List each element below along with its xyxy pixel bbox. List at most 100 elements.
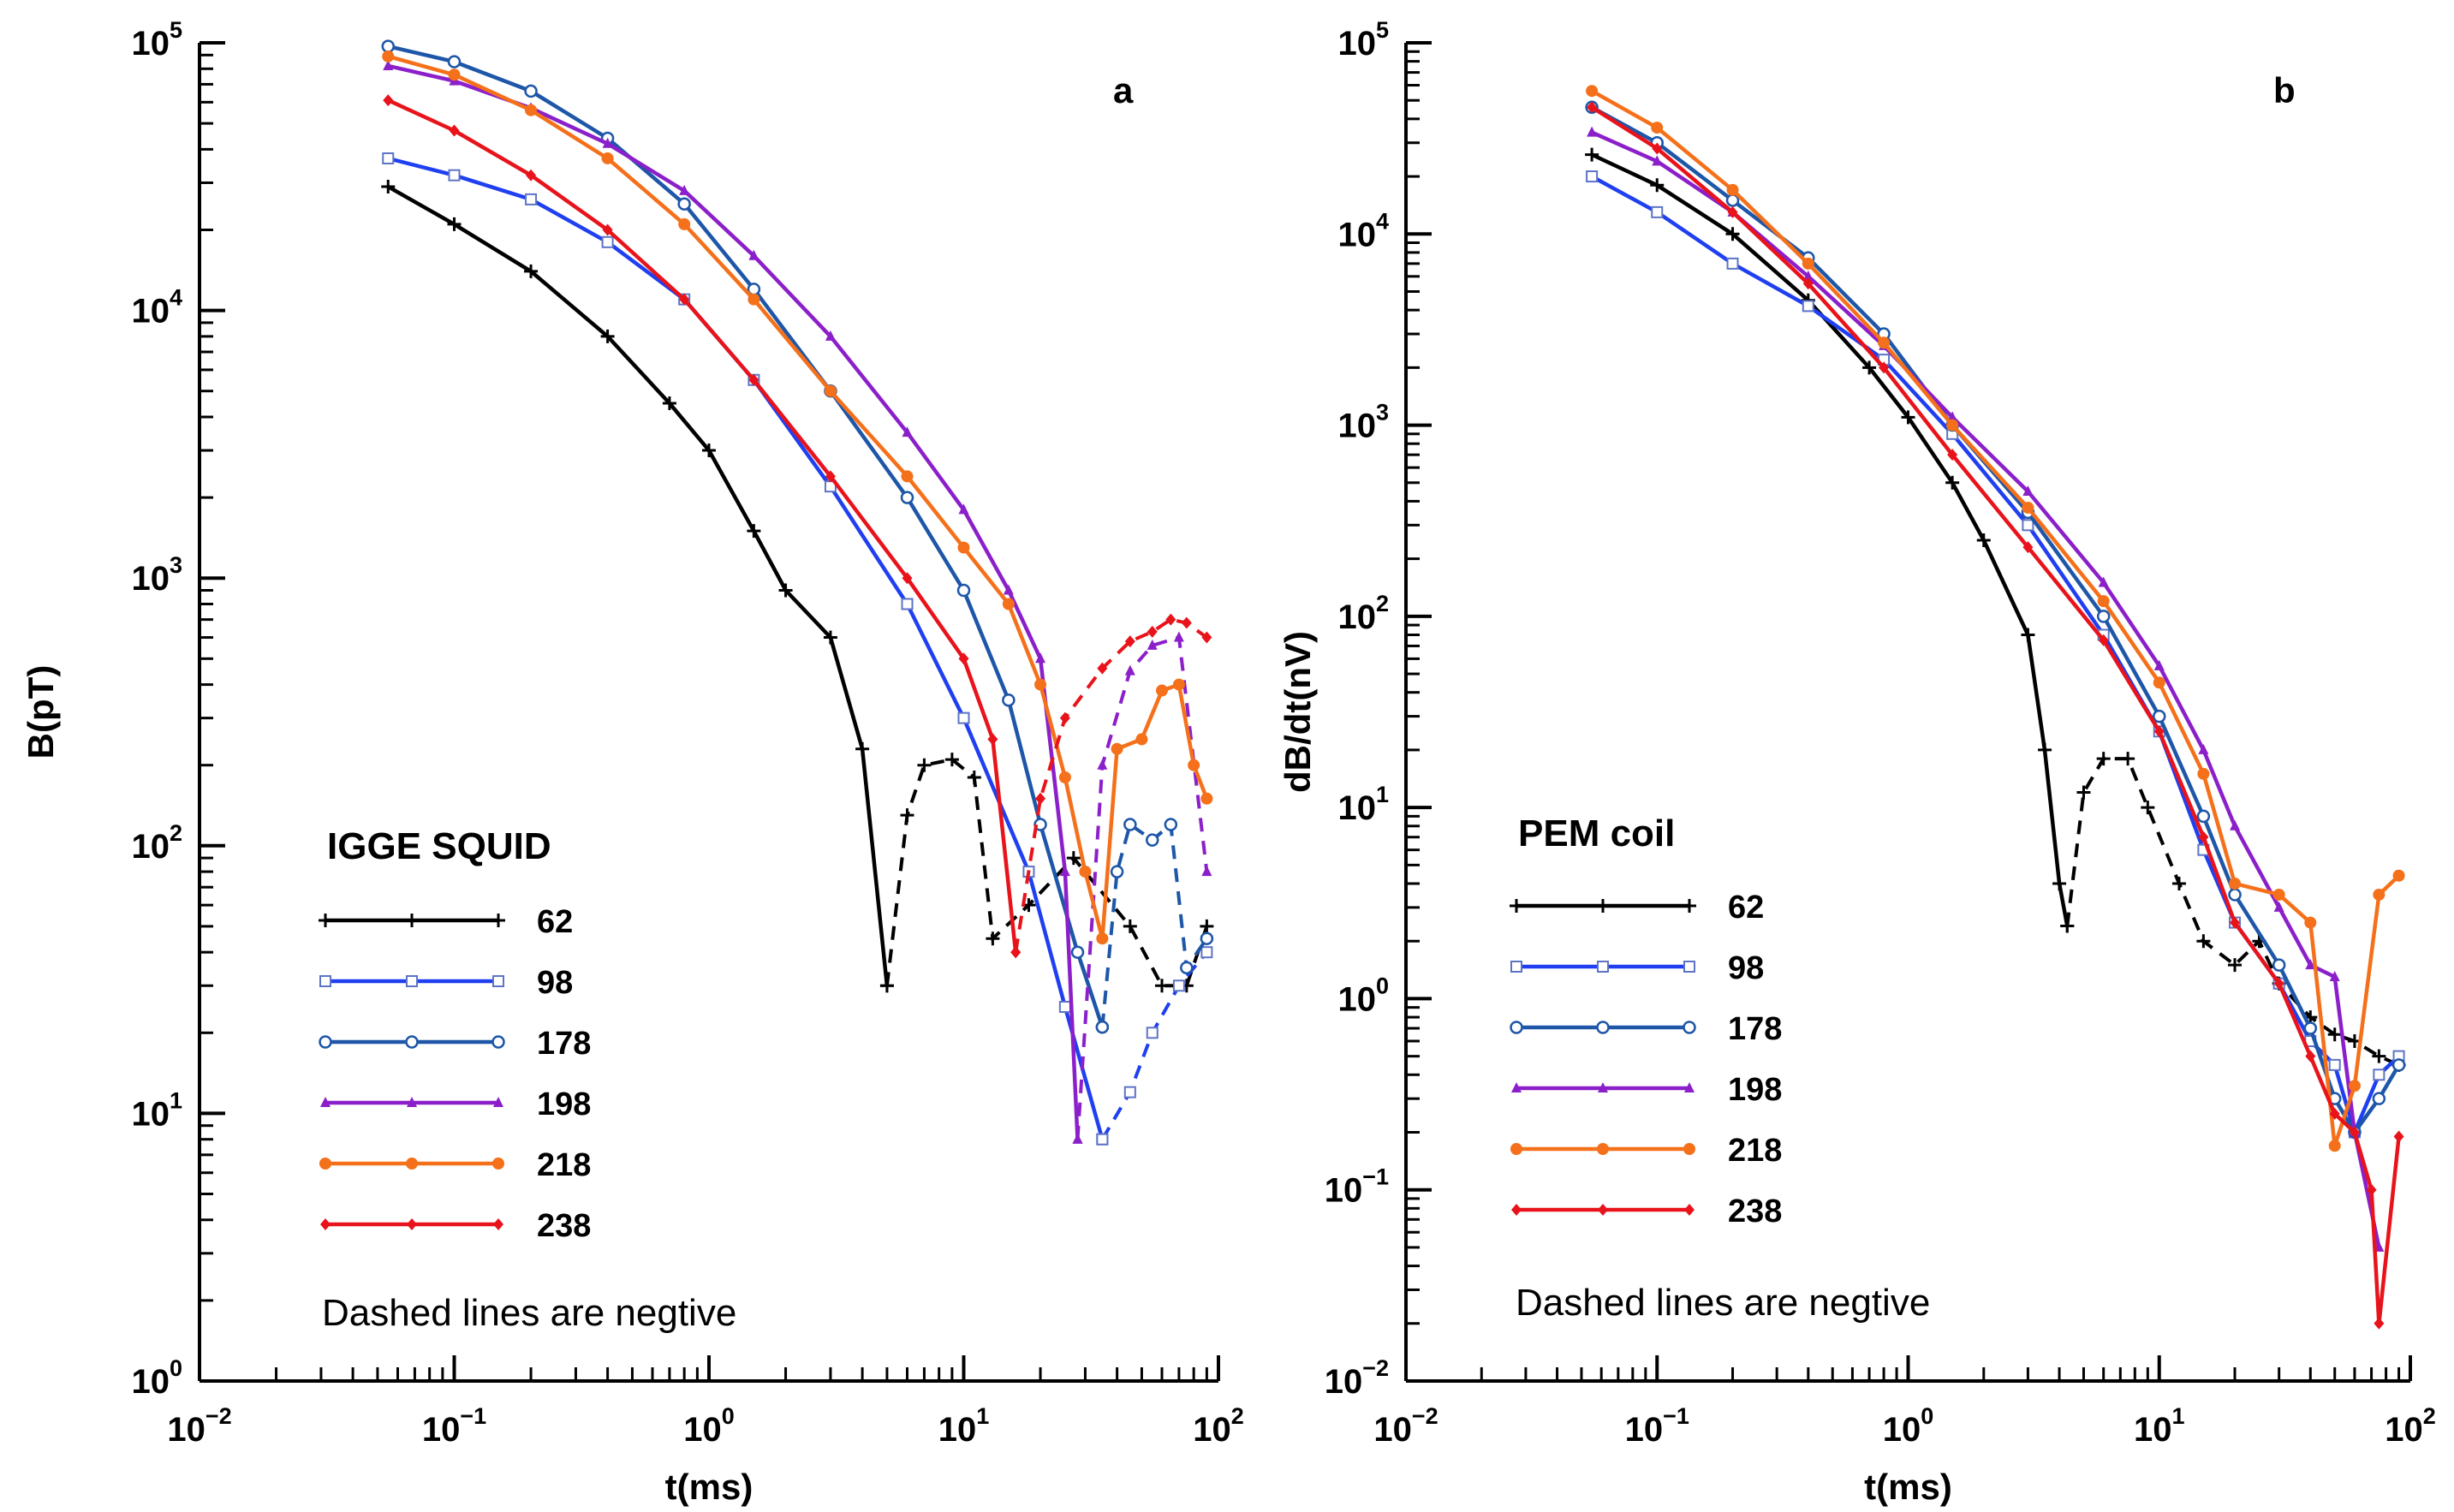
data-point [944, 753, 959, 767]
y-tick-label: 103 [131, 552, 182, 598]
data-point [2228, 888, 2242, 902]
data-point [900, 808, 914, 823]
chart-panel-b: 10−2 10−1 100 101 102 10−2 10−1 100 101 102 103 104… [1278, 17, 2436, 1507]
data-point [1650, 178, 1665, 193]
data-point [1802, 300, 1814, 313]
data-point [2228, 958, 2243, 973]
series-line [387, 63, 1080, 1140]
data-point [407, 1218, 417, 1230]
data-point [1597, 1143, 1609, 1155]
panel-label: a [1113, 70, 1134, 110]
data-point [1147, 625, 1158, 638]
data-point [406, 1158, 418, 1170]
data-point [2153, 659, 2165, 670]
data-point [1652, 142, 1663, 155]
data-point [491, 1035, 505, 1049]
data-point [2230, 916, 2241, 929]
data-point [1188, 759, 1200, 771]
data-point [2272, 888, 2285, 901]
data-point [900, 491, 914, 504]
data-point [381, 39, 396, 53]
data-point [1156, 684, 1168, 697]
legend-item-98: 98 [1510, 950, 1764, 986]
data-point [447, 55, 462, 68]
data-point [1802, 277, 1814, 290]
data-point [1652, 155, 1663, 166]
data-point [319, 914, 332, 927]
data-point [448, 169, 461, 182]
legend-item-218: 218 [319, 1147, 591, 1183]
data-point [1802, 257, 1814, 270]
data-point [2022, 485, 2034, 497]
data-point [2076, 785, 2091, 800]
data-point [1683, 1021, 1696, 1034]
data-point [967, 771, 981, 785]
data-point [1510, 961, 1522, 973]
data-point [1802, 270, 1814, 281]
y-tick-label: 10−2 [1325, 1355, 1389, 1401]
series-line [1591, 152, 2070, 926]
data-point [2098, 634, 2109, 646]
data-point [778, 583, 793, 598]
data-point [2328, 1140, 2341, 1152]
data-point [986, 932, 1000, 946]
legend-label: 178 [537, 1026, 591, 1062]
data-point [525, 104, 538, 116]
legend-item-198: 198 [1511, 1072, 1782, 1108]
data-point [901, 598, 914, 610]
data-point [493, 1097, 503, 1107]
series-line [387, 156, 1105, 1140]
legend-item-238: 238 [320, 1208, 591, 1244]
data-point [525, 193, 538, 205]
series-line-negative [1014, 617, 1208, 953]
data-point [405, 1035, 419, 1049]
data-point [1096, 932, 1109, 945]
data-point [2141, 801, 2155, 815]
data-point [2273, 977, 2284, 990]
data-point [2196, 934, 2211, 949]
data-point [602, 137, 613, 148]
series-238 [383, 94, 1212, 959]
data-point [2052, 877, 2067, 890]
y-tick-label: 105 [131, 17, 182, 63]
data-point [2327, 1027, 2342, 1042]
data-point [823, 630, 837, 645]
data-point [1035, 792, 1046, 805]
series-238 [1587, 101, 2404, 1330]
data-point [2121, 752, 2135, 766]
data-point [2153, 709, 2166, 723]
data-point [1058, 771, 1071, 784]
data-point [1947, 411, 1958, 422]
data-point [601, 235, 614, 248]
data-point [449, 124, 460, 137]
series-line-negative [1075, 634, 1209, 1140]
data-point [2349, 1126, 2360, 1139]
series-line [1590, 105, 2401, 1326]
data-point [1173, 631, 1184, 642]
data-point [1110, 865, 1124, 878]
data-point [2366, 1183, 2377, 1196]
data-point [602, 223, 613, 236]
data-point [2038, 742, 2052, 757]
y-tick-label: 103 [1337, 400, 1389, 445]
data-point [1095, 1020, 1110, 1034]
data-point [1726, 257, 1739, 270]
data-point [1147, 639, 1158, 650]
data-point [1072, 1133, 1083, 1144]
data-point [320, 1097, 331, 1107]
data-point [2373, 1069, 2386, 1081]
data-point [1146, 1027, 1159, 1039]
series-218 [1586, 85, 2405, 1152]
data-point [1111, 742, 1123, 755]
legend-label: 62 [537, 904, 573, 940]
data-point [2393, 1130, 2404, 1143]
data-point [2196, 809, 2211, 824]
data-point [2328, 1058, 2341, 1071]
series-line-negative [1100, 950, 1208, 1140]
x-tick-label: 10−2 [1373, 1403, 1438, 1449]
data-point [1003, 584, 1014, 595]
x-tick-label: 10−1 [422, 1403, 486, 1449]
data-point [601, 152, 614, 164]
data-point [748, 373, 759, 386]
